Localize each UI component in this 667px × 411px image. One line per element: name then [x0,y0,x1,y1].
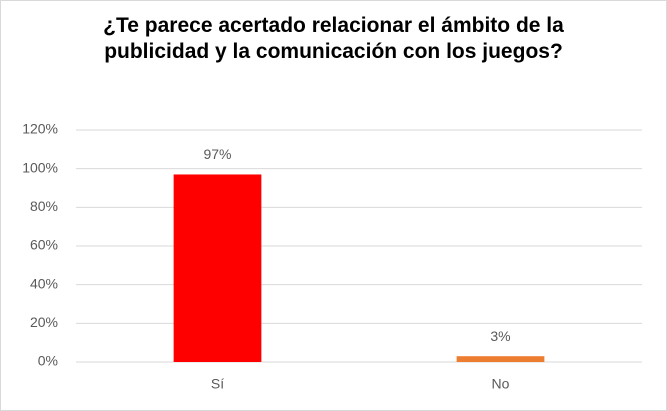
y-tick-label: 20% [30,314,58,330]
y-tick-label: 0% [38,353,58,369]
y-tick-label: 40% [30,275,58,291]
value-label: 97% [203,146,231,162]
y-tick-label: 80% [30,198,58,214]
chart-title: ¿Te parece acertado relacionar el ámbito… [103,14,564,63]
value-label: 3% [490,328,510,344]
y-tick-label: 100% [22,159,58,175]
y-tick-label: 120% [22,121,58,137]
bar [173,174,262,362]
x-tick-label: Sí [211,376,224,392]
bar [456,356,545,362]
x-tick-label: No [492,376,510,392]
y-tick-label: 60% [30,237,58,253]
